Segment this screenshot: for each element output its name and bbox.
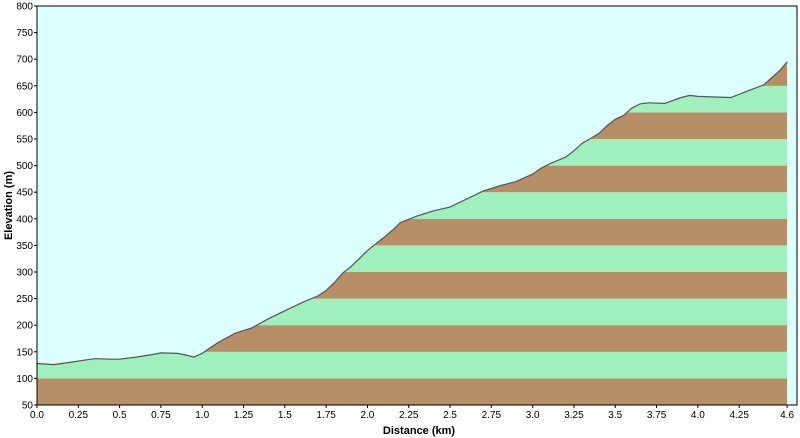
plot-frame — [36, 5, 798, 406]
x-tick-label: 2.5 — [443, 410, 457, 421]
x-axis-ticks: 0.0 0.25 0.5 0.75 1.0 1.25 1.5 1.75 2.0 2.25 2.5 2.… — [30, 405, 794, 421]
y-axis-title: Elevation (m) — [3, 171, 15, 240]
x-tick-label: 2.75 — [482, 410, 502, 421]
elevation-line — [36, 61, 788, 366]
x-tick-label: 4.0 — [691, 410, 705, 421]
y-axis-ticks: 50 100 150 200 250 300 350 400 450 500 550 600 650 70… — [16, 2, 37, 412]
x-tick-label: 4.25 — [729, 410, 749, 421]
y-tick-label: 300 — [16, 268, 33, 279]
x-tick-label: 0.5 — [113, 410, 127, 421]
x-tick-label: 3.5 — [608, 410, 622, 421]
y-tick-label: 100 — [16, 374, 33, 385]
x-tick-label: 2.0 — [360, 410, 374, 421]
x-tick-label: 3.0 — [526, 410, 540, 421]
x-tick-label: 0.0 — [30, 410, 44, 421]
y-tick-label: 250 — [16, 294, 33, 305]
elevation-band — [37, 378, 788, 405]
x-tick-label: 0.25 — [69, 410, 89, 421]
y-tick-label: 350 — [16, 241, 33, 252]
x-tick-label: 1.0 — [195, 410, 209, 421]
x-tick-label: 4.6 — [780, 410, 794, 421]
y-tick-label: 550 — [16, 135, 33, 146]
y-tick-label: 750 — [16, 28, 33, 39]
y-tick-label: 50 — [22, 401, 34, 412]
x-tick-label: 1.5 — [278, 410, 292, 421]
x-tick-label: 0.75 — [151, 410, 171, 421]
y-tick-label: 400 — [16, 214, 33, 225]
x-axis-title: Distance (km) — [383, 425, 455, 437]
y-tick-label: 700 — [16, 55, 33, 66]
y-tick-label: 450 — [16, 188, 33, 199]
x-tick-label: 1.25 — [234, 410, 254, 421]
y-tick-label: 500 — [16, 161, 33, 172]
y-tick-label: 200 — [16, 321, 33, 332]
elevation-band — [37, 351, 788, 379]
x-tick-label: 2.25 — [399, 410, 419, 421]
y-tick-label: 150 — [16, 347, 33, 358]
y-tick-label: 600 — [16, 108, 33, 119]
y-tick-label: 800 — [16, 2, 33, 13]
x-tick-label: 3.75 — [647, 410, 667, 421]
y-tick-label: 650 — [16, 81, 33, 92]
x-tick-label: 3.25 — [564, 410, 584, 421]
x-tick-label: 1.75 — [316, 410, 336, 421]
